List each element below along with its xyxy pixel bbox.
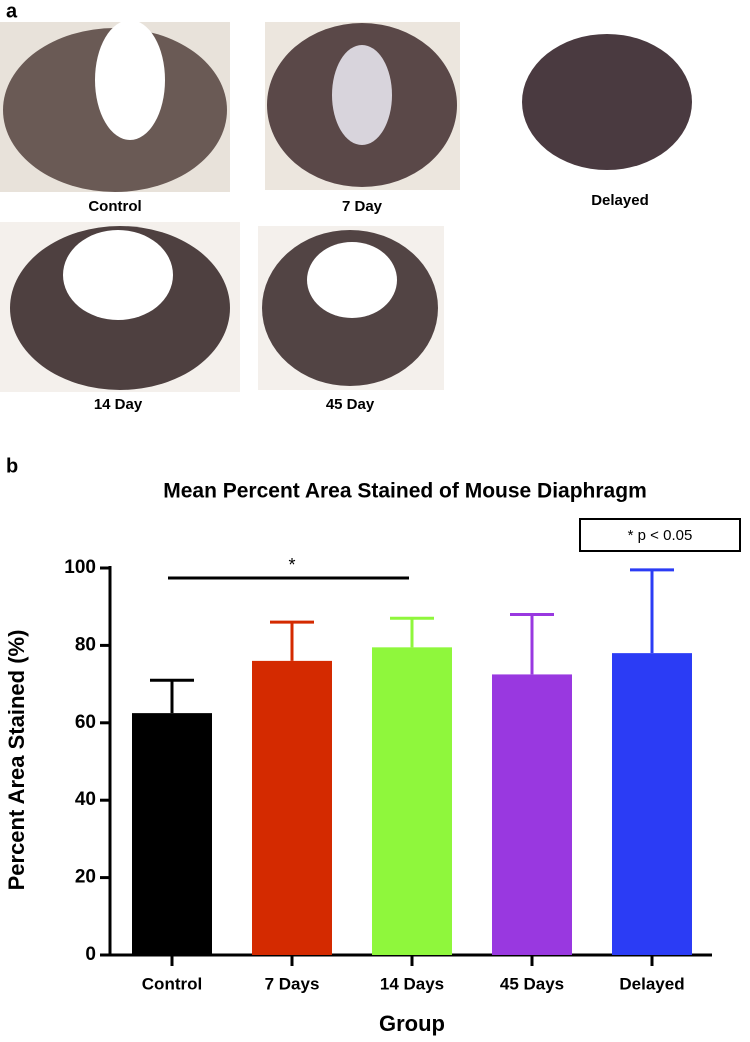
y-tick-label: 80 [75,634,96,655]
y-tick-label: 100 [64,557,96,578]
photo-caption: Control [88,198,141,215]
error-bar [270,620,314,661]
legend-note: * p < 0.05 [628,527,693,544]
photo [258,226,444,390]
photo [522,34,692,170]
y-tick-label: 40 [75,789,96,810]
bar [372,647,452,955]
y-tick-label: 60 [75,712,96,733]
photo [265,22,460,190]
bar [252,660,332,955]
x-tick-label: 7 Days [265,974,320,993]
significance-mark: * [288,555,295,575]
legend-box [579,518,741,552]
error-bar [510,612,554,675]
bar [612,653,692,955]
chart-title: Mean Percent Area Stained of Mouse Diaph… [163,480,647,503]
photo-caption: 14 Day [94,396,143,413]
photo-caption: Delayed [591,192,649,209]
error-bar [390,616,434,648]
bar [492,674,572,955]
x-tick-label: Control [142,974,202,993]
photo [0,20,230,192]
panel-label: b [6,455,18,477]
y-tick-label: 20 [75,867,96,888]
x-tick-label: 14 Days [380,974,444,993]
x-tick-label: 45 Days [500,974,564,993]
panel-label: a [6,0,18,22]
error-bar [630,568,674,654]
photo [0,222,240,392]
x-tick-label: Delayed [619,974,684,993]
error-bar [150,678,194,714]
photo-caption: 7 Day [342,198,383,215]
photo-caption: 45 Day [326,396,375,413]
y-axis-label: Percent Area Stained (%) [4,630,29,891]
bar [132,713,212,955]
y-tick-label: 0 [85,944,96,965]
x-axis-label: Group [379,1011,445,1036]
